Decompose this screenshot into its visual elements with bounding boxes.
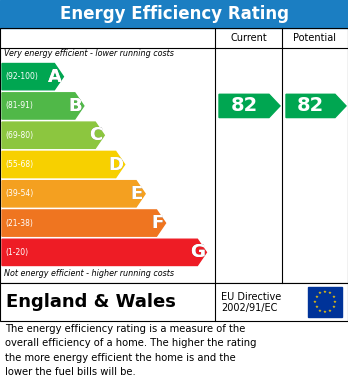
Text: B: B [69, 97, 82, 115]
Polygon shape [2, 210, 166, 236]
Text: A: A [48, 68, 62, 86]
Polygon shape [2, 239, 206, 265]
Polygon shape [286, 94, 346, 118]
Text: Energy Efficiency Rating: Energy Efficiency Rating [60, 5, 288, 23]
Text: ★: ★ [323, 310, 327, 314]
Text: ★: ★ [313, 300, 317, 304]
Text: G: G [190, 243, 205, 261]
Text: 82: 82 [297, 97, 324, 115]
Polygon shape [2, 181, 145, 207]
Polygon shape [2, 63, 63, 90]
Text: A: A [48, 68, 62, 86]
Text: C: C [89, 126, 102, 144]
Text: A: A [48, 68, 62, 86]
Text: ★: ★ [315, 305, 318, 309]
Text: ★: ★ [333, 300, 337, 304]
Text: (1-20): (1-20) [5, 248, 28, 257]
Bar [0, 28, 348, 283]
Text: D: D [109, 156, 124, 174]
Text: Very energy efficient - lower running costs: Very energy efficient - lower running co… [4, 49, 174, 58]
Text: EU Directive: EU Directive [221, 292, 281, 302]
Text: England & Wales: England & Wales [6, 293, 176, 311]
Text: ★: ★ [318, 291, 322, 296]
Text: ★: ★ [328, 308, 332, 312]
Text: B: B [69, 97, 82, 115]
Text: G: G [190, 243, 205, 261]
Text: (92-100): (92-100) [5, 72, 38, 81]
Text: C: C [89, 126, 102, 144]
Text: F: F [151, 214, 163, 232]
Polygon shape [2, 151, 125, 178]
Text: (21-38): (21-38) [5, 219, 33, 228]
Text: Current: Current [230, 33, 267, 43]
Polygon shape [2, 122, 104, 148]
Text: ★: ★ [315, 295, 318, 299]
Text: D: D [109, 156, 124, 174]
Text: 2002/91/EC: 2002/91/EC [221, 303, 277, 313]
Text: C: C [89, 126, 102, 144]
Text: B: B [69, 97, 82, 115]
Polygon shape [219, 94, 280, 118]
Text: E: E [130, 185, 143, 203]
Text: Potential: Potential [293, 33, 337, 43]
Polygon shape [2, 93, 84, 119]
Text: F: F [151, 214, 163, 232]
Text: (55-68): (55-68) [5, 160, 33, 169]
Text: E: E [130, 185, 143, 203]
Text: (69-80): (69-80) [5, 131, 33, 140]
Text: ★: ★ [318, 308, 322, 312]
Text: (81-91): (81-91) [5, 101, 33, 110]
Text: 82: 82 [230, 97, 258, 115]
Bar [0, 0, 348, 28]
Text: ★: ★ [323, 290, 327, 294]
Text: The energy efficiency rating is a measure of the
overall efficiency of a home. T: The energy efficiency rating is a measur… [5, 324, 256, 377]
Bar [0, 283, 348, 321]
Text: ★: ★ [332, 305, 335, 309]
Text: E: E [130, 185, 143, 203]
Bar [308, 287, 342, 317]
Text: ★: ★ [332, 295, 335, 299]
Text: ★: ★ [328, 291, 332, 296]
Text: Not energy efficient - higher running costs: Not energy efficient - higher running co… [4, 269, 174, 278]
Text: F: F [151, 214, 163, 232]
Text: (39-54): (39-54) [5, 189, 33, 198]
Text: G: G [190, 243, 205, 261]
Text: D: D [109, 156, 124, 174]
